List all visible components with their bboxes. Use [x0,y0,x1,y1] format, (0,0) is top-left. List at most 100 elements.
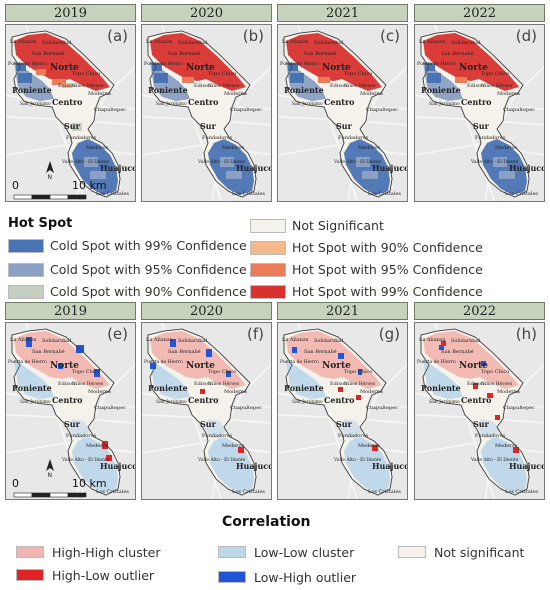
high-low-outlier-zone [513,447,519,453]
correlation-map-panel: La Alianza Solidaridad San Bernabé Norte Pue… [5,322,136,500]
scale-bar: N 0 10 km [10,455,120,499]
place-label-huajuco: Huajuco [372,163,408,173]
place-label-huajuco: Huajuco [236,461,272,471]
place-label-edison: Edison [194,83,212,89]
coldspot-95-zone [499,171,515,179]
place-label-chapultepec: Chapultepec [503,405,535,411]
hotspot-99-zone [14,33,110,91]
place-label-puerta-hierro: Puerta de Hierro [417,359,456,365]
place-label-la-alianza: La Alianza [419,337,446,343]
road-line [6,442,135,454]
place-label-topo-chico: Topo Chico [72,369,100,375]
legend-label: Cold Spot with 99% Confidence [50,238,247,253]
low-high-outlier-zone [150,363,156,369]
high-low-outlier-zone [238,447,244,453]
road-line [142,144,271,156]
place-label-centro: Centro [461,395,492,405]
scale-left-label: 0 [12,477,19,490]
high-low-outlier-zone [106,455,112,461]
panel-letter: (a) [107,27,128,45]
hotspot-map-panel: La Alianza Solidaridad San Bernabé Norte Pue… [277,24,408,202]
place-label-centro: Centro [461,97,492,107]
place-label-fundadores: Fundadores [66,135,97,141]
place-label-san-bernabe: San Bernabé [32,50,65,57]
correlation-map-panel: La Alianza Solidaridad San Bernabé Norte Pue… [414,322,545,500]
place-label-los-cristales: Los Cristales [505,489,538,495]
year-header-2019: 2019 [5,302,136,320]
place-label-moderna: Moderna [224,91,247,97]
place-label-centro: Centro [324,97,355,107]
place-label-chapultepec: Chapultepec [366,107,398,113]
scale-segment [31,492,51,498]
place-label-huajuco: Huajuco [372,461,408,471]
place-label-sur: Sur [336,121,353,131]
place-label-chapultepec: Chapultepec [230,107,262,113]
place-label-valle-alto: Valle Alto - El Diente [197,457,246,463]
scale-segment [31,194,51,200]
place-label-centro: Centro [188,395,219,405]
place-label-la-alianza: La Alianza [146,39,173,45]
year-header-2019: 2019 [5,4,136,22]
place-label-moderna: Moderna [360,91,383,97]
place-label-fundadores: Fundadores [475,135,506,141]
scale-left-label: 0 [12,179,19,192]
place-label-chapultepec: Chapultepec [366,405,398,411]
hotspot-95-zone [36,69,46,75]
high-high-cluster-zone [14,331,110,389]
place-label-ninos-heroes: Niños Héroes [208,82,240,89]
place-label-poniente: Poniente [421,85,461,95]
low-high-outlier-zone [481,361,486,366]
correlation-map-panel: La Alianza Solidaridad San Bernabé Norte Pue… [141,322,272,500]
high-low-outlier-zone [487,393,493,398]
coldspot-90-zone [72,123,82,131]
place-label-ninos-heroes: Niños Héroes [344,82,376,89]
coldspot-99-zone [288,63,298,71]
place-label-solidaridad: Solidaridad [451,40,481,46]
place-label-san-jeronimo: San Jerónimo [20,398,51,405]
place-label-sur: Sur [473,419,490,429]
road-line [142,116,271,126]
place-label-norte: Norte [459,63,488,73]
place-label-san-jeronimo: San Jerónimo [20,100,51,107]
place-label-centro: Centro [188,97,219,107]
hotspot-map-panel: La Alianza Solidaridad San Bernabé Norte Pue… [5,24,136,202]
place-label-san-bernabe: San Bernabé [32,348,65,355]
legend-label: Low-High outlier [254,570,357,585]
place-label-sur: Sur [200,419,217,429]
place-label-huajuco: Huajuco [100,163,136,173]
road-line [6,144,135,156]
place-label-sur: Sur [336,419,353,429]
place-label-ninos-heroes: Niños Héroes [481,82,513,89]
road-line [6,116,135,126]
coldspot-99-zone [425,63,435,71]
scale-segment [49,492,69,498]
low-high-outlier-zone [206,349,212,357]
place-label-poniente: Poniente [12,85,52,95]
scale-bar: N 0 10 km [10,157,120,201]
place-label-chapultepec: Chapultepec [94,107,126,113]
place-label-moderna: Moderna [88,91,111,97]
place-label-valle-alto: Valle Alto - El Diente [61,159,110,165]
hotspot-map-panel: La Alianza Solidaridad San Bernabé Norte Pue… [141,24,272,202]
low-high-outlier-zone [439,345,444,350]
place-label-los-cristales: Los Cristales [232,489,265,495]
place-label-solidaridad: Solidaridad [42,338,72,344]
road-line [142,442,271,454]
coldspot-95-zone [356,157,370,167]
panel-letter: (f) [247,325,264,343]
road-line [415,442,544,454]
place-label-centro: Centro [324,395,355,405]
legend-label: Not Significant [292,218,384,233]
legend-swatch [8,239,44,253]
place-label-puerta-hierro: Puerta de Hierro [417,61,456,67]
place-label-la-alianza: La Alianza [419,39,446,45]
low-low-cluster-zone [477,419,499,439]
hotspot-99-zone [286,33,382,91]
scale-segment [49,194,69,200]
low-high-outlier-zone [292,347,297,353]
hotspot-map-svg: La Alianza Solidaridad San Bernabé NortePue… [278,25,408,201]
low-low-cluster-zone [344,437,390,493]
hotspot-99-zone [150,33,246,91]
low-low-cluster-zone [286,359,326,399]
place-label-solidaridad: Solidaridad [451,338,481,344]
